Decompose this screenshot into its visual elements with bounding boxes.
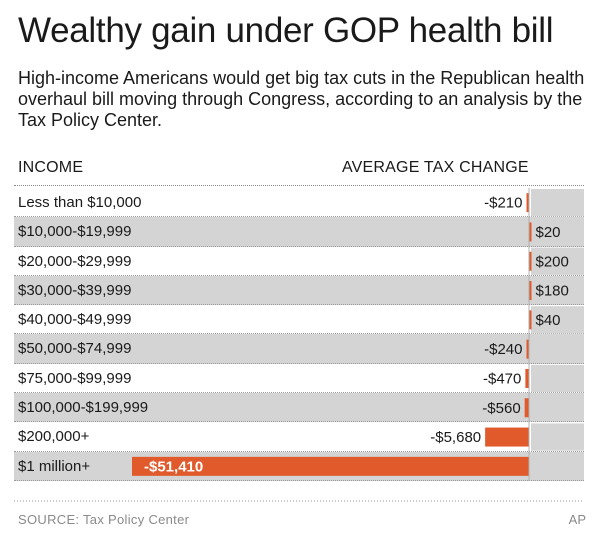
source-note: SOURCE: Tax Policy Center [18,512,190,527]
chart-title: Wealthy gain under GOP health bill [18,11,554,50]
table-row: $10,000-$19,999 [14,217,584,247]
table-row: $75,000-$99,999 [14,364,584,394]
income-bracket-label: $1 million+ [18,457,91,475]
table-row: $1 million+ [14,451,584,481]
income-bracket-label: $100,000-$199,999 [18,399,149,417]
income-bracket-label: Less than $10,000 [18,194,142,211]
credit-note: AP [568,512,586,527]
table-row: $200,000+ [14,422,584,452]
income-bracket-label: $30,000-$39,999 [18,281,132,299]
table-row: $50,000-$74,999 [14,334,584,364]
income-bracket-label: $50,000-$74,999 [18,340,132,358]
income-rows: Less than $10,000 $10,000-$19,999 $20,000-… [14,188,584,481]
income-bracket-label: $20,000-$29,999 [18,252,132,270]
table-row: $30,000-$39,999 [14,275,584,306]
table-row: $40,000-$49,999 [14,305,584,335]
table-row: Less than $10,000 [14,188,584,218]
tax-change-column-header: AVERAGE TAX CHANGE [342,159,529,176]
income-column-header: INCOME [18,159,84,176]
header-divider [14,185,584,186]
income-bracket-label: $200,000+ [18,428,90,446]
chart-subtitle: High-income Americans would get big tax … [18,68,585,130]
income-bracket-label: $40,000-$49,999 [18,311,132,329]
income-bracket-label: $10,000-$19,999 [18,223,132,241]
income-bracket-label: $75,000-$99,999 [18,369,132,387]
table-row: $20,000-$29,999 [14,247,584,276]
table-row: $100,000-$199,999 [14,393,584,423]
